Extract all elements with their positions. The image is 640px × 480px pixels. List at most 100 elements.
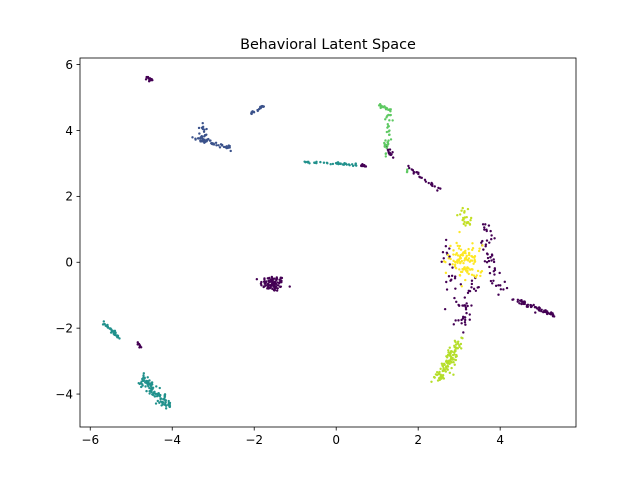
data-point <box>155 385 158 388</box>
data-point <box>467 272 470 276</box>
data-point <box>198 132 201 135</box>
data-point <box>256 109 259 113</box>
data-point <box>386 144 389 148</box>
data-point <box>467 221 470 224</box>
data-point <box>423 178 427 182</box>
data-point <box>447 275 451 278</box>
data-point <box>386 148 390 151</box>
data-point <box>205 133 208 136</box>
data-point <box>470 279 474 282</box>
data-point <box>205 127 208 131</box>
data-point <box>462 304 466 307</box>
data-point <box>456 244 460 248</box>
data-point <box>472 287 476 291</box>
data-point <box>266 277 270 280</box>
data-point <box>467 252 471 255</box>
data-point <box>148 78 151 82</box>
data-point <box>459 342 463 346</box>
data-point <box>435 370 439 374</box>
data-point <box>201 127 205 131</box>
data-point <box>447 257 450 260</box>
data-point <box>384 106 387 109</box>
data-point <box>103 322 106 326</box>
data-point <box>220 144 224 147</box>
data-point <box>473 254 477 258</box>
data-point <box>433 185 436 188</box>
data-point <box>505 286 509 290</box>
data-point <box>197 137 201 140</box>
data-point <box>191 136 194 139</box>
data-point <box>463 316 467 319</box>
data-point <box>314 161 318 165</box>
data-point <box>463 267 467 271</box>
data-point <box>280 281 283 284</box>
data-point <box>467 253 471 257</box>
data-point <box>411 169 415 172</box>
data-point <box>444 238 448 242</box>
data-point <box>471 259 474 262</box>
data-point <box>486 256 490 260</box>
data-point <box>470 268 473 271</box>
data-point <box>460 322 463 325</box>
data-point <box>448 263 452 266</box>
data-point <box>197 126 201 130</box>
data-point <box>438 370 441 374</box>
data-point <box>378 103 382 106</box>
data-point <box>417 172 420 176</box>
data-point <box>465 215 468 219</box>
y-axis: −4 −2 0 2 4 6 <box>55 58 80 401</box>
data-point <box>387 142 390 146</box>
data-point <box>490 237 493 241</box>
data-point <box>467 267 470 270</box>
data-point <box>448 352 452 356</box>
data-point <box>462 261 465 265</box>
data-point <box>263 277 266 280</box>
data-point <box>361 164 364 168</box>
data-point <box>459 261 462 264</box>
data-point <box>111 329 114 333</box>
data-point <box>408 166 411 170</box>
data-point <box>387 139 390 142</box>
data-point <box>453 344 456 348</box>
data-point <box>481 244 484 247</box>
data-point <box>544 309 547 312</box>
data-point <box>487 224 491 227</box>
data-point <box>444 271 448 275</box>
data-point <box>461 218 464 222</box>
data-point <box>260 284 263 287</box>
data-point <box>443 363 446 367</box>
data-point <box>466 258 469 262</box>
data-point <box>464 323 467 326</box>
data-point <box>493 273 496 276</box>
data-point <box>322 161 326 164</box>
data-point <box>200 140 204 143</box>
data-point <box>383 143 387 146</box>
x-tick-label: −6 <box>81 433 99 447</box>
data-point <box>335 162 338 165</box>
data-point <box>227 144 231 147</box>
data-point <box>459 283 463 286</box>
y-tick-label: −2 <box>55 321 73 335</box>
data-point <box>168 405 171 409</box>
data-point <box>384 152 388 155</box>
data-point <box>143 377 146 380</box>
data-point <box>490 234 493 237</box>
data-point <box>463 318 467 322</box>
data-point <box>440 362 444 365</box>
data-point <box>441 364 444 367</box>
data-point <box>201 121 204 125</box>
data-point <box>452 253 455 256</box>
data-point <box>167 399 170 403</box>
data-point <box>164 399 167 403</box>
data-point <box>488 241 491 244</box>
data-point <box>148 392 151 395</box>
data-point <box>319 160 322 164</box>
data-point <box>460 318 463 322</box>
data-point <box>442 260 446 263</box>
data-point <box>453 363 456 366</box>
data-point <box>272 285 275 288</box>
data-point <box>457 319 460 322</box>
data-point <box>464 224 467 227</box>
data-point <box>480 241 483 244</box>
data-point <box>388 119 391 122</box>
